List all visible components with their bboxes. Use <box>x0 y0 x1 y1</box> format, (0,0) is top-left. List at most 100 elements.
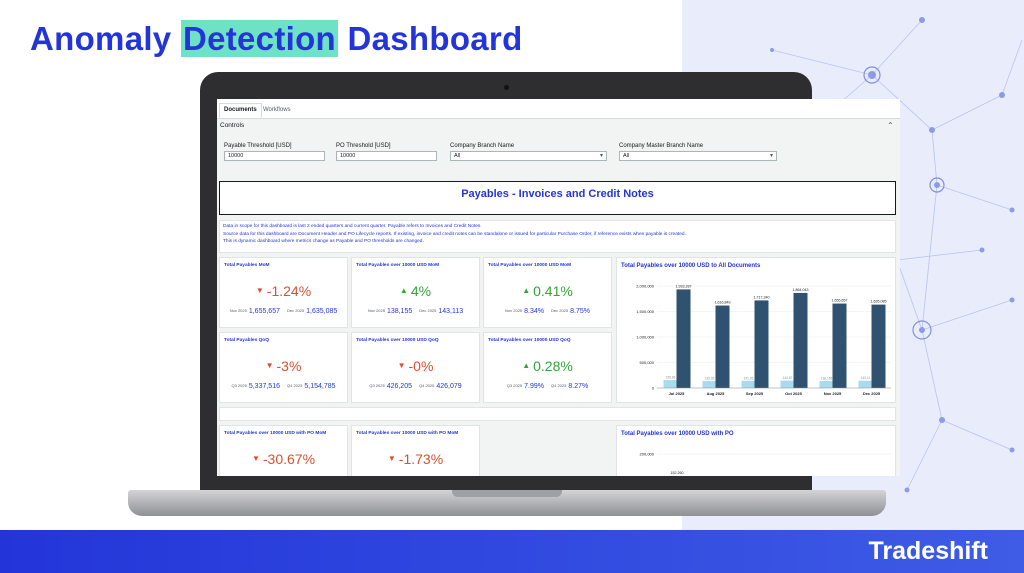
kpi-card[interactable]: Total Payables over 10000 USD MoM ▲ 0.41%… <box>483 257 612 328</box>
data-label: 1,864,043 <box>793 288 809 292</box>
y-tick-label: 1,000,000 <box>636 335 655 340</box>
kpi-value-text: -0% <box>408 358 434 374</box>
kpi-title: Total Payables over 10000 USD QoQ <box>356 338 439 343</box>
kpi-title: Total Payables over 10000 USD MoM <box>356 263 440 268</box>
period-value: 138,155 <box>386 308 413 315</box>
y-tick-label: 0 <box>652 386 655 391</box>
network-graphic <box>770 17 1023 493</box>
triangle-up-icon: ▲ <box>522 286 531 295</box>
title-prefix: Anomaly <box>30 20 181 57</box>
kpi-card[interactable]: Total Payables over 10000 USD QoQ ▲ 0.28%… <box>483 332 612 403</box>
sheet-title: Payables - Invoices and Credit Notes <box>219 181 896 215</box>
triangle-down-icon: ▼ <box>387 454 396 463</box>
chart-title: Total Payables over 10000 USD with PO <box>621 431 734 437</box>
data-label: 155,96 <box>666 376 676 380</box>
bar-over-threshold <box>780 380 794 388</box>
data-label: 138,155 <box>821 376 833 380</box>
period-value: 1,655,657 <box>248 308 280 315</box>
kpi-title: Total Payables over 10000 USD with PO Mo… <box>356 431 459 436</box>
bar-chart-panel[interactable]: Total Payables over 10000 USD to All Doc… <box>616 257 896 403</box>
kpi-value-text: 0.41% <box>533 283 573 299</box>
triangle-up-icon: ▲ <box>522 361 531 370</box>
period-value: 426,079 <box>436 383 462 390</box>
kpi-value: ▼ -1.24% <box>220 283 347 299</box>
period-value: 5,154,785 <box>304 383 336 390</box>
period-label: Q4 2025 <box>419 383 435 388</box>
kpi-comparison: Q3 2025 426,205 Q4 2025 426,079 <box>352 383 479 390</box>
tab-documents[interactable]: Documents <box>219 103 262 118</box>
data-label: 1,635,085 <box>871 300 887 304</box>
triangle-down-icon: ▼ <box>251 454 260 463</box>
description-line: Data in scope for this dashboard is last… <box>223 224 482 229</box>
y-tick-label: 1,500,000 <box>636 309 655 314</box>
bar-over-threshold <box>663 380 677 388</box>
payable-threshold-label: Payable Threshold [USD] <box>224 143 292 149</box>
kpi-card[interactable]: Total Payables over 10000 USD with PO Mo… <box>219 425 348 476</box>
bar-over-threshold <box>741 380 755 388</box>
kpi-title: Total Payables over 10000 USD with PO Mo… <box>224 431 327 436</box>
kpi-value: ▼ -3% <box>220 358 347 374</box>
sheet-tabs: Documents Workflows <box>217 99 900 119</box>
kpi-card[interactable]: Total Payables over 10000 USD with PO Mo… <box>351 425 480 476</box>
company-branch-label: Company Branch Name <box>450 143 515 149</box>
triangle-down-icon: ▼ <box>265 361 274 370</box>
po-threshold-input[interactable]: 10000 <box>336 151 437 161</box>
data-label: 141,05 <box>744 376 754 380</box>
kpi-title: Total Payables over 10000 USD MoM <box>488 263 572 268</box>
bar-chart: 2,000,000 1,500,000 1,000,000 500,000 0 1,933… <box>636 284 891 396</box>
description-line: This is dynamic dashboard where metrics … <box>223 239 424 244</box>
kpi-title: Total Payables MoM <box>224 263 270 268</box>
brand-logo: Tradeshift <box>868 537 988 565</box>
bar-total <box>793 292 808 388</box>
kpi-value: ▼ -30.67% <box>220 451 347 467</box>
x-tick-label: Sep 2025 <box>746 391 764 396</box>
x-tick-label: Jul 2025 <box>669 391 686 396</box>
bar-total <box>676 289 691 388</box>
period-label: Nov 2025 <box>229 308 247 313</box>
triangle-down-icon: ▼ <box>255 286 264 295</box>
kpi-comparison: Nov 2025 1,655,657 Dec 2025 1,635,085 <box>220 308 347 315</box>
period-value: 8.34% <box>524 308 544 315</box>
kpi-card[interactable]: Total Payables over 10000 USD QoQ ▼ -0% Q… <box>351 332 480 403</box>
triangle-up-icon: ▲ <box>399 286 408 295</box>
y-tick-label: 200,000 <box>640 452 655 457</box>
kpi-value-text: -30.67% <box>262 451 316 467</box>
period-label: Q4 2025 <box>287 383 303 388</box>
bar-over-threshold <box>819 380 833 388</box>
chevron-up-icon[interactable]: ⌃ <box>887 121 894 130</box>
x-tick-label: Oct 2025 <box>785 391 802 396</box>
data-label: 1,616,849 <box>715 301 731 305</box>
company-branch-select[interactable]: All ▾ <box>450 151 607 161</box>
kpi-card[interactable]: Total Payables MoM ▼ -1.24% Nov 2025 1,655… <box>219 257 348 328</box>
period-value: 8.75% <box>570 308 590 315</box>
data-label: 1,717,340 <box>754 295 770 299</box>
period-value: 426,205 <box>386 383 412 390</box>
kpi-value: ▲ 0.41% <box>484 283 611 299</box>
camera-icon <box>504 85 509 90</box>
po-chart-panel[interactable]: Total Payables over 10000 USD with PO 20… <box>616 425 896 476</box>
kpi-comparison: Nov 2025 8.34% Dec 2025 8.75% <box>484 308 611 315</box>
data-label: 144,67 <box>783 376 793 380</box>
company-master-branch-select[interactable]: All ▾ <box>619 151 777 161</box>
payable-threshold-input[interactable]: 10000 <box>224 151 325 161</box>
company-branch-value: All <box>454 153 461 159</box>
kpi-value: ▼ -1.73% <box>352 451 479 467</box>
kpi-card[interactable]: Total Payables over 10000 USD MoM ▲ 4% No… <box>351 257 480 328</box>
period-value: 8.27% <box>568 383 589 390</box>
kpi-card[interactable]: Total Payables QoQ ▼ -3% Q3 2025 5,337,516… <box>219 332 348 403</box>
kpi-value: ▼ -0% <box>352 358 479 374</box>
x-tick-label: Dec 2025 <box>863 391 881 396</box>
kpi-value-text: -1.73% <box>398 451 444 467</box>
kpi-value-text: 4% <box>410 283 432 299</box>
kpi-value: ▲ 0.28% <box>484 358 611 374</box>
period-label: Dec 2025 <box>551 308 569 313</box>
kpi-comparison: Nov 2025 138,155 Dec 2025 143,113 <box>352 308 479 315</box>
po-threshold-label: PO Threshold [USD] <box>336 143 391 149</box>
tab-workflows[interactable]: Workflows <box>263 107 291 113</box>
kpi-title: Total Payables over 10000 USD QoQ <box>488 338 571 343</box>
period-value: 143,113 <box>438 308 464 315</box>
period-value: 1,635,085 <box>306 308 338 315</box>
dashboard-description: Data in scope for this dashboard is last… <box>219 220 896 253</box>
y-tick-label: 2,000,000 <box>636 284 655 289</box>
bar-total <box>754 300 769 388</box>
